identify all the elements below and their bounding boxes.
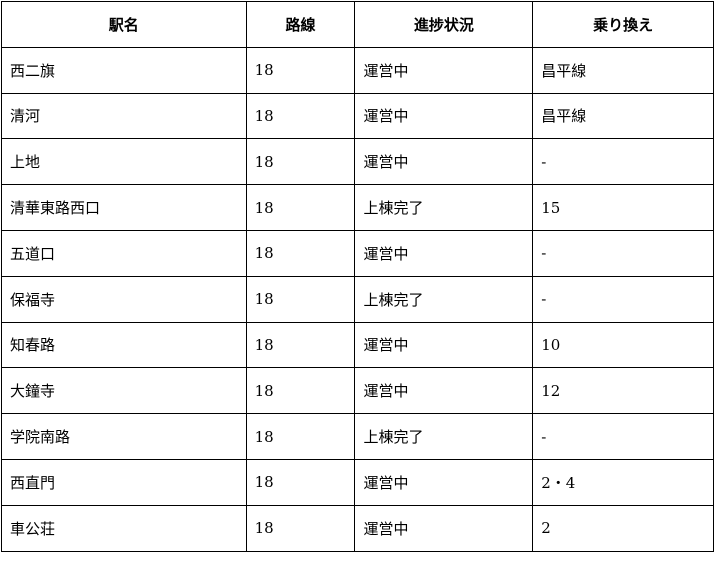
cell-station-name: 上地 — [1, 138, 247, 186]
cell-line: 18 — [245, 458, 356, 506]
cell-line: 18 — [245, 504, 356, 552]
cell-transfer: 15 — [532, 184, 714, 231]
cell-station-name: 五道口 — [1, 229, 247, 277]
header-row: 駅名 路線 進捗状況 乗り換え — [1, 1, 714, 48]
cell-progress-status: 運営中 — [354, 46, 534, 94]
cell-station-name: 学院南路 — [1, 413, 247, 460]
cell-station-name: 西二旗 — [1, 46, 247, 94]
cell-station-name: 西直門 — [1, 458, 247, 506]
table-row: 上地 18 運営中 - — [1, 138, 714, 186]
cell-line: 18 — [245, 229, 356, 277]
cell-station-name: 知春路 — [1, 321, 247, 369]
cell-progress-status: 運営中 — [354, 138, 534, 186]
cell-line: 18 — [245, 275, 356, 323]
cell-line: 18 — [245, 46, 356, 94]
cell-line: 18 — [245, 321, 356, 369]
cell-station-name: 清華東路西口 — [1, 184, 247, 231]
table-row: 清河 18 運営中 昌平線 — [1, 92, 714, 140]
cell-transfer: 10 — [532, 321, 714, 369]
header-line: 路線 — [245, 1, 356, 48]
table-row: 大鐘寺 18 運営中 12 — [1, 367, 714, 415]
header-transfer: 乗り換え — [532, 1, 714, 48]
table-row: 保福寺 18 上棟完了 - — [1, 275, 714, 323]
cell-progress-status: 運営中 — [354, 504, 534, 552]
table-row: 学院南路 18 上棟完了 - — [1, 413, 714, 460]
cell-station-name: 車公荘 — [1, 504, 247, 552]
table-row: 清華東路西口 18 上棟完了 15 — [1, 184, 714, 231]
cell-line: 18 — [245, 367, 356, 415]
cell-line: 18 — [245, 92, 356, 140]
cell-station-name: 清河 — [1, 92, 247, 140]
cell-transfer: - — [532, 229, 714, 277]
cell-progress-status: 運営中 — [354, 229, 534, 277]
cell-transfer: - — [532, 138, 714, 186]
cell-transfer: 12 — [532, 367, 714, 415]
station-table: 駅名 路線 進捗状況 乗り換え 西二旗 18 運営中 昌平線 清河 18 運営中 昌平線 上地 18 運営… — [1, 1, 714, 552]
cell-progress-status: 運営中 — [354, 321, 534, 369]
table-row: 五道口 18 運営中 - — [1, 229, 714, 277]
cell-progress-status: 上棟完了 — [354, 413, 534, 460]
cell-progress-status: 上棟完了 — [354, 184, 534, 231]
header-station-name: 駅名 — [1, 1, 247, 48]
cell-transfer: 2・4 — [532, 458, 714, 506]
cell-transfer: 昌平線 — [532, 46, 714, 94]
table-row: 知春路 18 運営中 10 — [1, 321, 714, 369]
cell-transfer: 昌平線 — [532, 92, 714, 140]
cell-transfer: - — [532, 275, 714, 323]
cell-station-name: 保福寺 — [1, 275, 247, 323]
cell-line: 18 — [245, 413, 356, 460]
table-body: 西二旗 18 運営中 昌平線 清河 18 運営中 昌平線 上地 18 運営中 - 清華東路西口 18 上棟完… — [1, 46, 714, 552]
cell-line: 18 — [245, 184, 356, 231]
cell-station-name: 大鐘寺 — [1, 367, 247, 415]
header-progress-status: 進捗状況 — [354, 1, 534, 48]
cell-progress-status: 運営中 — [354, 92, 534, 140]
table-row: 車公荘 18 運営中 2 — [1, 504, 714, 552]
cell-transfer: - — [532, 413, 714, 460]
cell-progress-status: 運営中 — [354, 458, 534, 506]
table-row: 西二旗 18 運営中 昌平線 — [1, 46, 714, 94]
cell-line: 18 — [245, 138, 356, 186]
table-row: 西直門 18 運営中 2・4 — [1, 458, 714, 506]
cell-progress-status: 運営中 — [354, 367, 534, 415]
cell-transfer: 2 — [532, 504, 714, 552]
cell-progress-status: 上棟完了 — [354, 275, 534, 323]
